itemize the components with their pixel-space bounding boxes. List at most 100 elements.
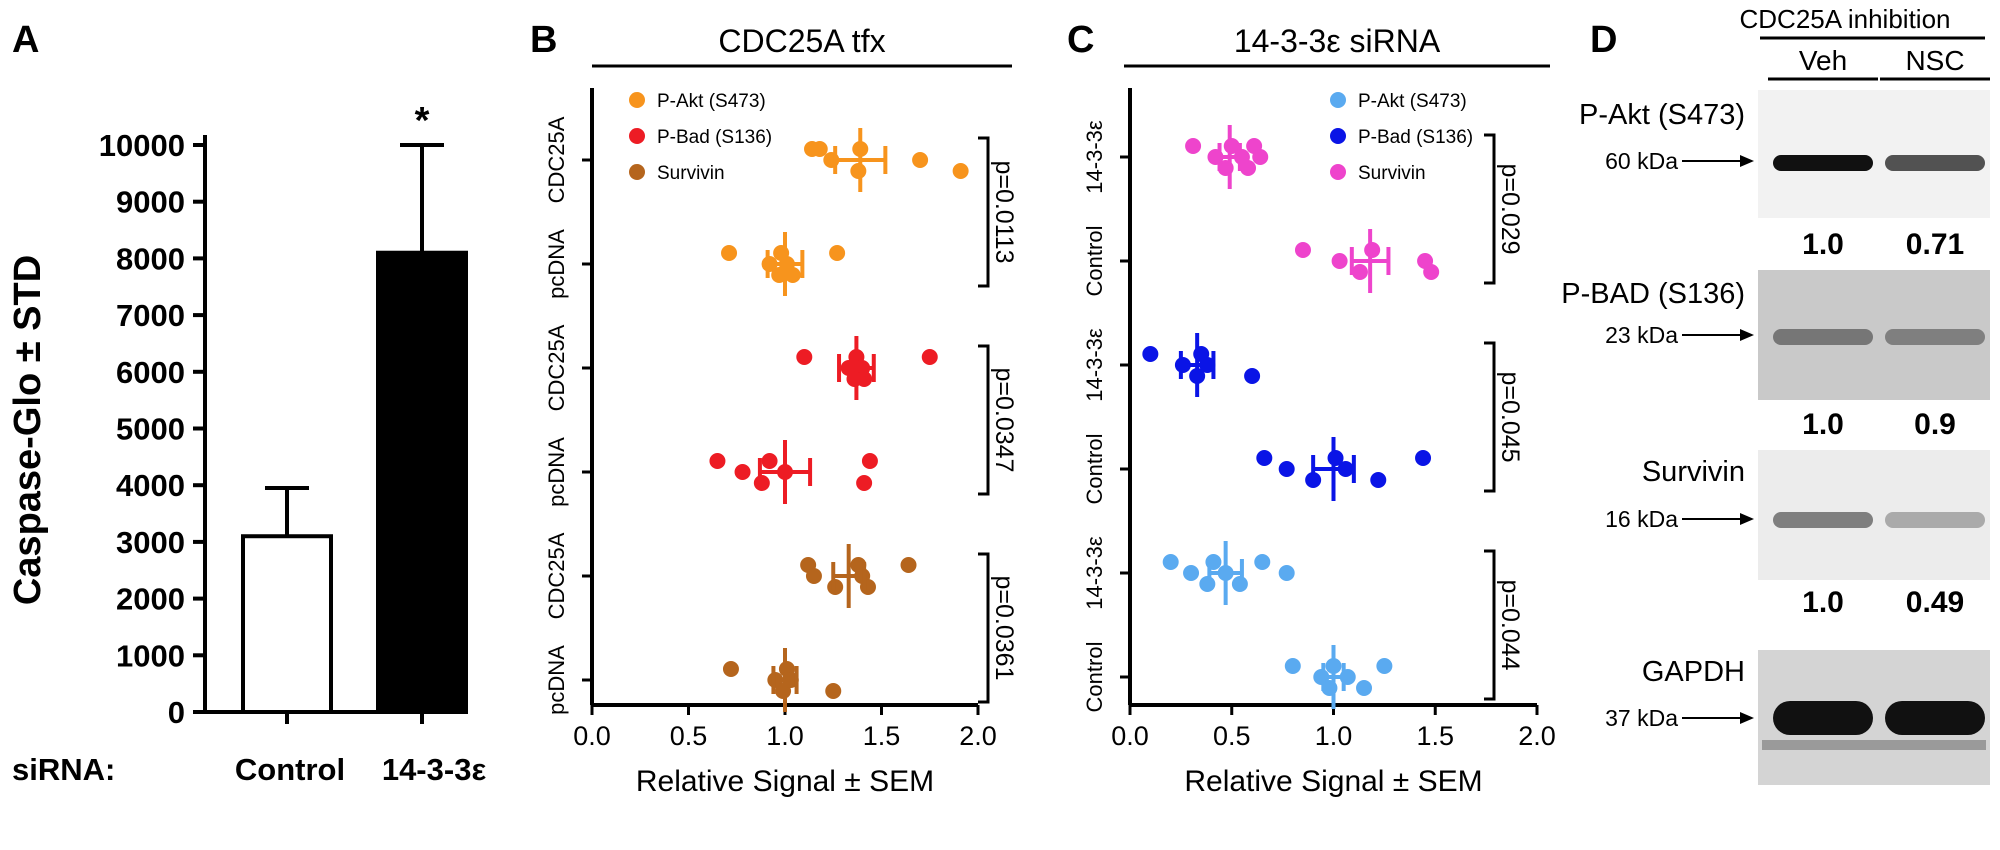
legend-label: P-Bad (S136) xyxy=(657,127,772,148)
data-point xyxy=(825,683,842,699)
x-tick-label: 14-3-3ε xyxy=(382,752,487,787)
legend-marker xyxy=(1330,128,1346,144)
x-tick-label: 0.5 xyxy=(670,721,708,751)
quantification-value: 0.49 xyxy=(1906,586,1964,619)
bar xyxy=(376,250,468,714)
data-point xyxy=(805,568,822,584)
data-point xyxy=(1240,160,1257,176)
mw-arrowhead xyxy=(1740,155,1754,167)
bar-chart-caspase: 0 1000 2000 3000 4000 5000 6000 7000 8000 9000 100… xyxy=(7,100,486,787)
quantification-value: 0.71 xyxy=(1906,228,1964,261)
y-tick-label: 3000 xyxy=(116,525,185,560)
x-axis-label: Relative Signal ± SEM xyxy=(636,765,934,798)
significance-asterisk: * xyxy=(415,100,430,142)
data-point xyxy=(912,152,929,168)
data-point xyxy=(722,661,739,677)
x-tick-label: Control xyxy=(235,752,345,787)
quantification-value: 1.0 xyxy=(1802,586,1844,619)
data-point xyxy=(1284,658,1301,674)
y-tick-label: 10000 xyxy=(99,128,185,163)
y-tick-label: pcDNA xyxy=(544,645,569,715)
legend-label: P-Akt (S473) xyxy=(657,91,766,112)
data-point xyxy=(1415,450,1432,466)
data-point xyxy=(1278,461,1295,477)
y-tick-label: 1000 xyxy=(116,638,185,673)
y-tick-label: pcDNA xyxy=(544,229,569,299)
x-tick-label: 1.0 xyxy=(766,721,804,751)
blot-background xyxy=(1758,270,1990,400)
protein-label: Survivin xyxy=(1642,456,1745,488)
y-tick-label: pcDNA xyxy=(544,437,569,507)
legend-marker xyxy=(1330,92,1346,108)
protein-band xyxy=(1773,155,1873,171)
x-tick-label: 0.0 xyxy=(573,721,611,751)
significance-bracket xyxy=(1484,133,1496,285)
y-tick-label: 9000 xyxy=(116,185,185,220)
x-tick-label: 0.5 xyxy=(1213,721,1251,751)
legend-marker xyxy=(629,164,645,180)
y-tick-label: 8000 xyxy=(116,241,185,276)
data-point xyxy=(1376,658,1393,674)
x-tick-label: 1.5 xyxy=(1416,721,1454,751)
data-point xyxy=(1162,554,1179,570)
significance-bracket xyxy=(978,344,990,496)
p-value-label: p=0.0113 xyxy=(990,160,1018,263)
significance-bracket xyxy=(1484,549,1496,701)
x-tick-label: 1.5 xyxy=(863,721,901,751)
mw-label: 23 kDa xyxy=(1605,322,1678,348)
scatter-chart-14-3-3e-sirna: 14-3-3ε siRNA 0.0 0.5 1.0 1.5 2.0 Relative Sig… xyxy=(1082,23,1556,798)
chart-title: 14-3-3ε siRNA xyxy=(1234,23,1441,59)
protein-band xyxy=(1773,512,1873,528)
data-point xyxy=(1356,680,1373,696)
y-tick-label: 5000 xyxy=(116,412,185,447)
data-point xyxy=(900,557,917,573)
data-point xyxy=(952,163,969,179)
quantification-value: 1.0 xyxy=(1802,228,1844,261)
p-value-label: p=0.045 xyxy=(1496,371,1524,462)
y-tick-label: CDC25A xyxy=(544,116,569,203)
mw-label: 37 kDa xyxy=(1605,705,1678,731)
y-axis-label: Caspase-Glo ± STD xyxy=(7,255,49,605)
data-point xyxy=(829,245,846,261)
lane-label: Veh xyxy=(1799,45,1847,76)
protein-band xyxy=(1773,701,1873,735)
lane-label: NSC xyxy=(1905,45,1964,76)
y-tick-label: 14-3-3ε xyxy=(1082,536,1107,610)
data-point xyxy=(1183,565,1200,581)
legend-marker xyxy=(629,128,645,144)
blot-background xyxy=(1758,90,1990,218)
data-point xyxy=(921,349,938,365)
data-point xyxy=(856,371,873,387)
scatter-chart-cdc25a-tfx: CDC25A tfx 0.0 0.5 1.0 1.5 2.0 Relative Signal… xyxy=(544,23,1018,798)
x-axis-label: Relative Signal ± SEM xyxy=(1184,765,1482,798)
data-point xyxy=(1364,242,1381,258)
p-value-label: p=0.044 xyxy=(1496,579,1524,670)
data-point xyxy=(1294,242,1311,258)
y-tick-label: 2000 xyxy=(116,582,185,617)
quantification-value: 0.9 xyxy=(1914,408,1956,441)
legend-marker xyxy=(1330,164,1346,180)
y-tick-label: CDC25A xyxy=(544,324,569,411)
significance-bracket xyxy=(1484,341,1496,493)
y-tick-label: 14-3-3ε xyxy=(1082,120,1107,194)
y-tick-label: Control xyxy=(1082,434,1107,505)
legend-label: P-Bad (S136) xyxy=(1358,127,1473,148)
panel-c-letter: C xyxy=(1067,19,1094,61)
western-blot-panel: CDC25A inhibition Veh NSC P-Akt (S473) 60 kD… xyxy=(1561,4,1990,785)
x-axis-prefix: siRNA: xyxy=(12,752,115,787)
protein-band xyxy=(1885,155,1985,171)
p-value-label: p=0.0347 xyxy=(990,368,1018,473)
data-point xyxy=(1278,565,1295,581)
legend-label: Survivin xyxy=(657,163,725,184)
data-point xyxy=(1370,472,1387,488)
significance-bracket xyxy=(978,552,990,704)
significance-bracket xyxy=(978,136,990,288)
data-point xyxy=(1254,554,1271,570)
legend-marker xyxy=(629,92,645,108)
mw-arrowhead xyxy=(1740,513,1754,525)
blot-title: CDC25A inhibition xyxy=(1739,4,1950,34)
quantification-value: 1.0 xyxy=(1802,408,1844,441)
mw-arrowhead xyxy=(1740,329,1754,341)
x-tick-label: 1.0 xyxy=(1315,721,1353,751)
